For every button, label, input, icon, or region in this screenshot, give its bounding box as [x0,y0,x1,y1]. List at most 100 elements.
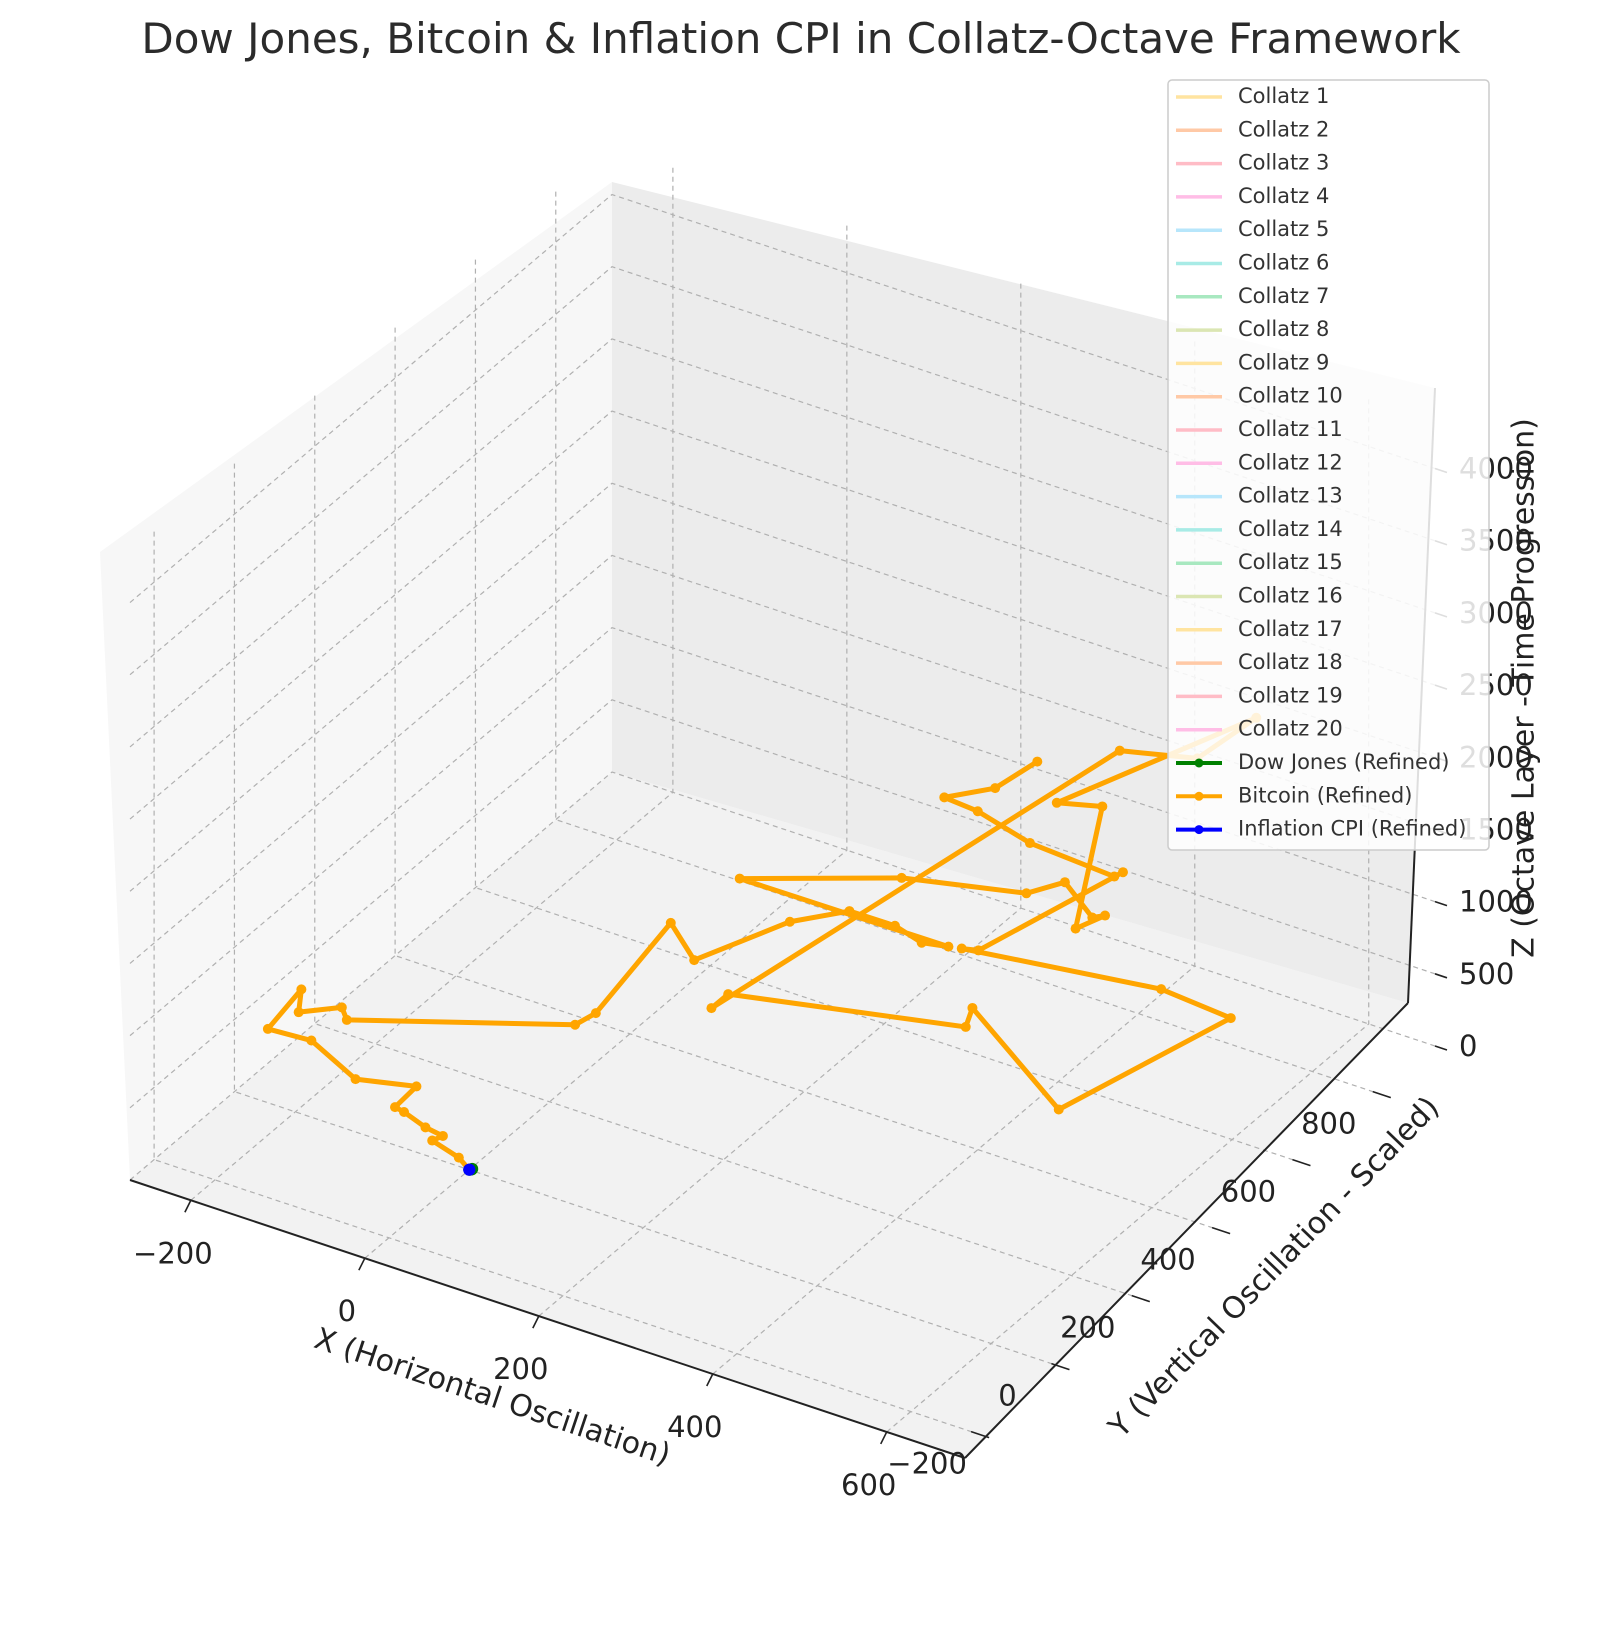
y-gridline [555,191,1391,1099]
bitcoin-point [973,945,984,956]
bitcoin-point [1070,923,1081,934]
bitcoin-point [570,1019,581,1030]
x-tick-label: 200 [493,1352,548,1386]
legend-label: Collatz 4 [1238,184,1329,208]
bitcoin-point [1032,756,1043,767]
y-tick [1131,1294,1151,1303]
bitcoin-point [1021,888,1032,899]
legend-label: Collatz 11 [1238,417,1343,441]
bitcoin-point [889,920,900,931]
floor-pane [130,772,1408,1458]
legend-label: Collatz 20 [1238,717,1343,741]
series-line-bitcoin [265,715,1259,1173]
x-gridline [886,395,1370,1433]
legend-label: Collatz 8 [1238,317,1329,341]
legend-label: Collatz 3 [1238,151,1329,175]
y-tick [970,1430,990,1439]
legend-label: Collatz 1 [1238,84,1329,108]
bitcoin-point [453,1152,464,1163]
bitcoin-point [411,1081,422,1092]
bitcoin-point [723,989,734,1000]
z-tick [1434,973,1448,979]
bitcoin-point [1051,797,1062,808]
bitcoin-point [293,1007,304,1018]
y-tick-label: 600 [1221,1175,1276,1209]
x-tick-label: −200 [133,1236,213,1270]
bitcoin-point [390,1102,401,1113]
bitcoin-point [1059,877,1070,888]
bitcoin-point [306,1035,317,1046]
y-gridline [474,259,1311,1167]
bitcoin-point [590,1008,601,1019]
bitcoin-point [896,872,907,883]
bitcoin-point [972,806,983,817]
bitcoin-point [943,941,954,952]
x-gridline [364,222,848,1259]
z-axis-label: Z (Octave Layer - Time Progression) [1507,418,1542,958]
legend-label: Collatz 2 [1238,117,1329,141]
z-tick-label: 1000 [1459,885,1533,919]
y-tick-label: −200 [887,1447,967,1481]
bitcoin-point [262,1023,273,1034]
bitcoin-point [784,916,795,927]
y-tick-label: 200 [1060,1311,1115,1345]
bitcoin-point [1097,801,1108,812]
z-gridline [129,771,1448,1181]
bitcoin-point [706,1003,717,1014]
legend-label: Inflation CPI (Refined) [1238,817,1466,841]
y-tick [1292,1158,1311,1167]
legend-label: Bitcoin (Refined) [1238,783,1412,807]
bitcoin-point [1117,867,1128,878]
bitcoin-point [939,792,950,803]
legend-marker [1194,758,1204,768]
legend-label: Collatz 19 [1238,683,1343,707]
legend-label: Collatz 6 [1238,251,1329,275]
bitcoin-point [1100,910,1111,921]
bitcoin-point [990,783,1001,794]
z-tick [1434,900,1448,907]
y-tick [1211,1226,1231,1235]
legend-marker [1194,825,1204,835]
legend-label: Collatz 16 [1238,584,1343,608]
y-tick [1051,1362,1070,1371]
bitcoin-point [967,1002,978,1013]
left-wall-pane [100,182,612,1180]
z-tick-label: 0 [1459,1029,1477,1063]
bitcoin-point [336,1002,347,1013]
chart-title: Dow Jones, Bitcoin & Inflation CPI in Co… [141,14,1461,63]
x-tick [184,1199,192,1213]
legend-label: Collatz 13 [1238,484,1343,508]
y-tick-label: 800 [1301,1107,1356,1141]
y-tick [1372,1090,1392,1099]
legend-label: Collatz 15 [1238,550,1343,574]
legend-label: Collatz 14 [1238,517,1343,541]
legend: Collatz 1 Collatz 2 Collatz 3 Collatz 4 Coll… [1167,79,1490,851]
bitcoin-point [1225,1013,1236,1024]
legend-marker [1194,791,1204,801]
bitcoin-point [1024,838,1035,849]
legend-label: Collatz 17 [1238,617,1343,641]
bitcoin-point [665,917,676,928]
inflation-cpi-point [463,1163,476,1176]
y-gridline [314,395,1150,1303]
x-axis-line [129,1179,966,1459]
x-tick [358,1257,366,1271]
y-axis-line [964,1002,1409,1459]
y-tick-label: 400 [1140,1243,1195,1277]
bitcoin-point [437,1130,448,1141]
z-tick-label: 500 [1459,957,1514,991]
bitcoin-point [399,1106,410,1117]
bitcoin-point [427,1135,438,1146]
legend-label: Collatz 10 [1238,384,1343,408]
x-tick-label: 600 [841,1468,896,1502]
x-tick-label: 400 [667,1410,722,1444]
legend-label: Collatz 7 [1238,284,1329,308]
legend-box [1167,79,1490,851]
bitcoin-point [960,1021,971,1032]
y-gridline [153,531,990,1439]
legend-label: Collatz 12 [1238,450,1343,474]
bitcoin-point [1053,1104,1064,1115]
bitcoin-point [1156,984,1167,995]
y-gridline [394,327,1231,1235]
